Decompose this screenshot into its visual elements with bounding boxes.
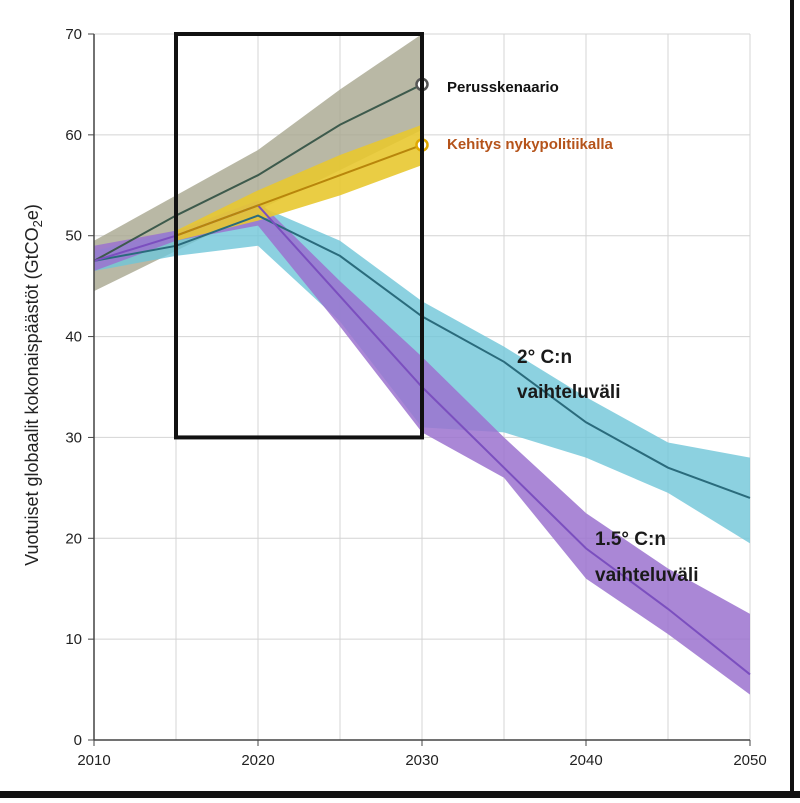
- x-tick-label: 2050: [733, 752, 766, 769]
- range-15c-label-line1: 1.5° C:n: [595, 529, 666, 550]
- y-tick-label: 50: [65, 228, 82, 245]
- y-tick-label: 20: [65, 530, 82, 547]
- x-tick-label: 2010: [77, 752, 110, 769]
- x-tick-label: 2030: [405, 752, 438, 769]
- line-series-1: [175, 144, 423, 237]
- range-15c-label-line2: vaihteluväli: [595, 565, 699, 586]
- outer-frame-bottom: [0, 791, 800, 798]
- range-2c-label-line1: 2° C:n: [517, 347, 572, 368]
- line-series-0: [93, 83, 423, 262]
- y-tick-label: 70: [65, 26, 82, 43]
- y-tick-label: 60: [65, 127, 82, 144]
- x-tick-label: 2020: [241, 752, 274, 769]
- current-policy-label: Kehitys nykypolitiikalla: [447, 136, 614, 153]
- y-tick-label: 0: [74, 732, 82, 749]
- y-tick-label: 30: [65, 429, 82, 446]
- band-series-3: [94, 200, 750, 695]
- y-axis-label: Vuotuiset globaalit kokonaispäästöt (GtC…: [22, 204, 45, 566]
- highlight-box-2015-2030: [174, 32, 424, 440]
- axes: [88, 33, 751, 746]
- range-2c-label-line2: vaihteluväli: [517, 382, 621, 403]
- baseline-label: Perusskenaario: [447, 79, 559, 96]
- y-tick-label: 10: [65, 631, 82, 648]
- x-tick-label: 2040: [569, 752, 602, 769]
- outer-frame-right: [790, 0, 794, 798]
- y-tick-label: 40: [65, 329, 82, 346]
- band-series-1: [176, 124, 422, 241]
